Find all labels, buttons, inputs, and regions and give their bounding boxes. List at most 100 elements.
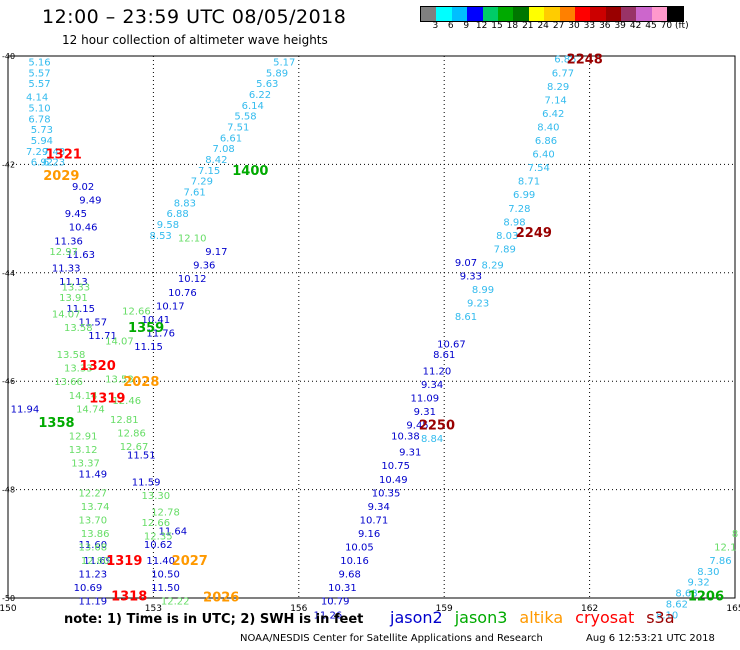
wave-height-point: 12.86 [117, 429, 146, 440]
wave-height-point: 12.80 [81, 556, 110, 567]
wave-height-point: 9.36 [193, 261, 215, 272]
wave-height-point: 6.61 [220, 133, 242, 144]
color-scale-label: 70 [660, 21, 673, 31]
wave-height-point: 6.77 [552, 68, 574, 79]
wave-height-point: 12.46 [112, 396, 141, 407]
color-swatch [636, 7, 652, 21]
legend-altika: altika [519, 608, 564, 627]
wave-height-point: 11.71 [88, 331, 117, 342]
wave-height-point: 8.40 [537, 122, 559, 133]
wave-height-point: 14.07 [105, 337, 134, 348]
wave-height-point: 12.27 [78, 488, 107, 499]
wave-height-point: 5.57 [28, 68, 50, 79]
wave-height-point: 12.78 [151, 507, 180, 518]
wave-height-point: 7.29 [191, 177, 213, 188]
footer-timestamp: Aug 6 12:53:21 UTC 2018 [586, 633, 715, 644]
pass-time-label: 2250 [419, 419, 455, 434]
wave-height-point: 7.29 [26, 147, 48, 158]
y-tick-label: -46 [2, 377, 15, 386]
color-swatch [436, 7, 452, 21]
wave-height-point: 10.49 [379, 475, 408, 486]
y-tick-label: -42 [2, 160, 15, 169]
satellite-legend: jason2 jason3 altika cryosat s3a [390, 608, 687, 627]
wave-height-point: 6.99 [513, 190, 535, 201]
wave-height-point: 8.84 [421, 434, 443, 445]
wave-height-point: 13.30 [142, 491, 171, 502]
wave-height-point: 11.20 [423, 366, 452, 377]
wave-height-point: 14.74 [76, 404, 105, 415]
wave-height-point: 6.14 [242, 101, 264, 112]
wave-height-point: 11.76 [146, 328, 175, 339]
wave-height-point: 12.35 [144, 532, 173, 543]
legend-cryosat: cryosat [575, 608, 635, 627]
wave-height-point: 6.78 [28, 114, 50, 125]
wave-height-point: 11.50 [151, 583, 180, 594]
wave-height-point: 9.33 [460, 272, 482, 283]
color-scale-label: 24 [537, 21, 549, 31]
color-scale-label: 39 [614, 21, 626, 31]
wave-height-point: 7.89 [494, 244, 516, 255]
wave-height-point: 13.58 [64, 323, 93, 334]
wave-height-point: 6.23 [43, 158, 65, 169]
color-scale-label: 27 [552, 21, 565, 31]
wave-height-point: 8.68 [675, 589, 697, 600]
wave-height-point: 5.89 [266, 68, 288, 79]
wave-height-point: 10.50 [151, 570, 180, 581]
wave-height-point: 13.91 [59, 293, 88, 304]
wave-height-point: 10.79 [321, 597, 350, 608]
color-swatch [621, 7, 637, 21]
wave-height-point: 11.60 [78, 540, 107, 551]
wave-height-point: 11.13 [59, 277, 88, 288]
wave-height-point: 11.59 [132, 477, 161, 488]
wave-height-point: 13.68 [78, 543, 107, 554]
wave-height-point: 10.35 [372, 488, 401, 499]
footer-agency: NOAA/NESDIS Center for Satellite Applica… [240, 633, 543, 644]
wave-height-point: 13.66 [54, 377, 83, 388]
wave-height-point: 10.46 [69, 223, 98, 234]
pass-time-label: 1400 [232, 164, 268, 179]
wave-height-point: 5.57 [28, 79, 50, 90]
wave-height-point: 6.92 [31, 158, 53, 169]
color-swatch [559, 7, 575, 21]
color-scale-label: 9 [463, 21, 470, 31]
wave-height-point: 9.07 [455, 258, 477, 269]
wave-height-point: 11.69 [83, 556, 112, 567]
wave-height-point: 8.62 [666, 599, 688, 610]
pass-time-label: 1320 [80, 359, 116, 374]
legend-jason2: jason2 [390, 608, 443, 627]
wave-height-point: 10.41 [142, 315, 171, 326]
wave-height-point: 13.74 [81, 502, 110, 513]
color-scale-label: 12 [475, 21, 488, 31]
wave-height-point: 8.53 [150, 231, 172, 242]
wave-height-point: 9.23 [467, 299, 489, 310]
wave-height-point: 8.61 [455, 312, 477, 323]
wave-height-point: 11.26 [314, 610, 343, 621]
pass-time-label: 2028 [123, 375, 159, 390]
wave-height-point: 11.15 [66, 304, 95, 315]
wave-height-point: 9.68 [339, 570, 361, 581]
wave-height-point: 10.71 [360, 515, 389, 526]
wave-height-point: 13.37 [71, 459, 100, 470]
wave-height-point: 14.14 [69, 391, 98, 402]
wave-height-point: 13.86 [81, 529, 110, 540]
color-scale-label: 21 [522, 21, 534, 31]
wave-height-point: 8.30 [697, 567, 719, 578]
wave-height-point: 13.33 [62, 282, 91, 293]
color-scale-label: 36 [599, 21, 611, 31]
wave-height-point: 11.64 [158, 526, 187, 537]
wave-height-point: 9.45 [65, 209, 87, 220]
wave-height-point: 11.49 [78, 469, 107, 480]
wave-height-point: 8.71 [518, 177, 540, 188]
legend-s3a: s3a [646, 608, 675, 627]
pass-time-label: 2249 [516, 226, 552, 241]
wave-height-point: 6.22 [249, 90, 271, 101]
wave-height-point: 8.42 [205, 155, 227, 166]
wave-height-point: 10.12 [178, 274, 207, 285]
wave-height-point: 10.17 [156, 301, 185, 312]
wave-height-point: 12.66 [122, 307, 151, 318]
wave-height-point: 10.67 [437, 339, 466, 350]
wave-height-point: 5.94 [31, 136, 53, 147]
wave-height-point: 8.29 [482, 261, 504, 272]
wave-height-point: 8.10 [656, 610, 678, 621]
y-tick-label: -48 [2, 486, 15, 495]
